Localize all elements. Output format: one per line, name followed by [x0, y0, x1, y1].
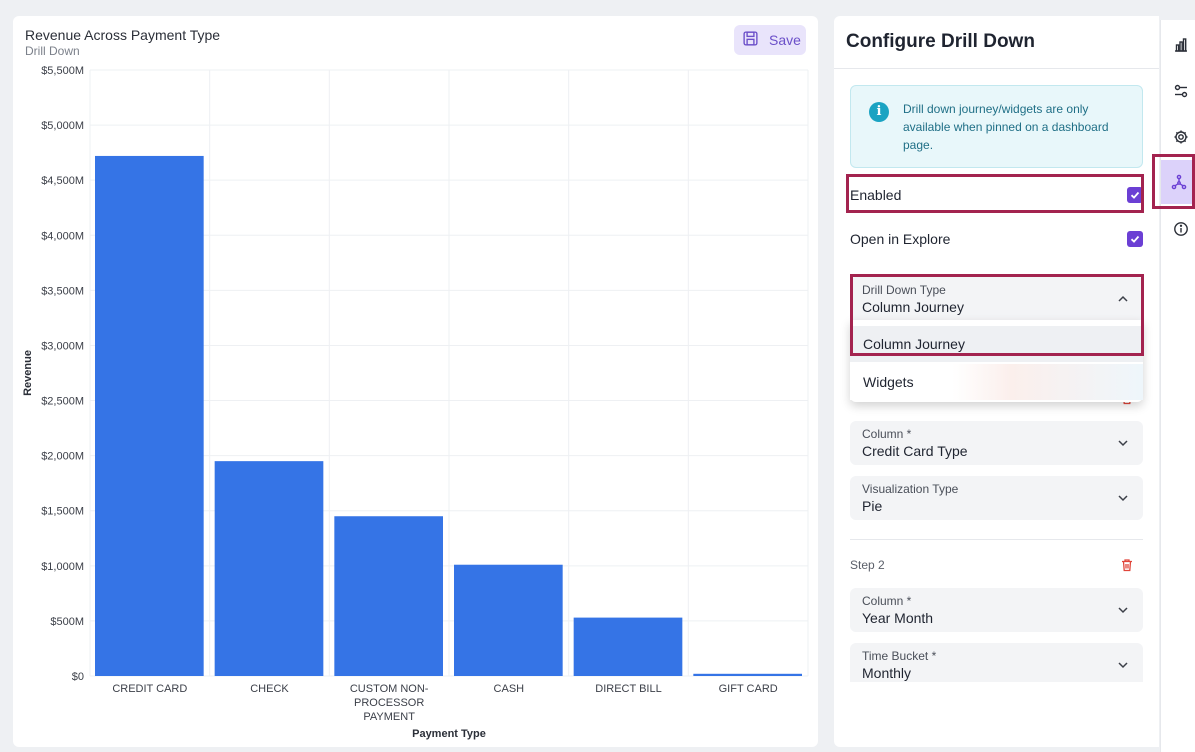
bar — [693, 673, 802, 676]
y-tick-label: $1,000M — [41, 561, 84, 573]
y-tick-label: $1,500M — [41, 506, 84, 518]
step-1-column-select[interactable]: Column * Credit Card Type — [850, 421, 1143, 465]
x-tick-label: GIFT CARD — [719, 683, 778, 695]
bar — [334, 516, 443, 676]
y-tick-label: $5,500M — [41, 65, 84, 77]
option-widgets[interactable]: Widgets — [850, 364, 1143, 400]
step-2-time-bucket-value: Monthly — [862, 665, 912, 681]
bar-chart: $0 $500M $1,000M $1,500M $2,000M $2,500M $3,00… — [22, 65, 809, 740]
step-2-time-bucket-label: Time Bucket * — [862, 649, 937, 663]
step-2-column-value: Year Month — [862, 610, 934, 626]
chart-title: Revenue Across Payment Type — [25, 27, 221, 43]
chevron-down-icon — [1118, 662, 1128, 669]
x-tick-label: PAYMENT — [363, 711, 415, 723]
enabled-checkbox[interactable] — [1127, 187, 1143, 203]
save-button[interactable]: Save — [734, 25, 806, 55]
y-tick-label: $3,000M — [41, 340, 84, 352]
configure-drill-down-panel: Configure Drill Down i Drill down journe… — [834, 16, 1159, 747]
open-in-explore-label: Open in Explore — [850, 231, 951, 247]
panel-title: Configure Drill Down — [846, 31, 1035, 52]
step-1-column-label: Column * — [862, 427, 912, 441]
bar — [573, 617, 683, 676]
step-1-visualization-select[interactable]: Visualization Type Pie — [850, 476, 1143, 520]
drill-down-type-select[interactable]: Drill Down Type Column Journey — [850, 277, 1143, 321]
step-2-time-bucket-select[interactable]: Time Bucket * Monthly — [850, 643, 1143, 682]
step-divider — [850, 539, 1143, 540]
step-2-column-label: Column * — [862, 594, 912, 608]
chevron-down-icon — [1118, 495, 1128, 502]
chart-subtitle: Drill Down — [25, 44, 80, 58]
bar-chart-icon[interactable] — [1168, 32, 1194, 58]
step-2-label: Step 2 — [850, 558, 885, 572]
chart-card: $0 $500M $1,000M $1,500M $2,000M $2,500M $3,00… — [13, 16, 818, 747]
info-banner: i Drill down journey/widgets are only av… — [850, 85, 1143, 168]
right-tool-rail — [1160, 20, 1195, 752]
y-axis-title: Revenue — [22, 350, 34, 396]
open-in-explore-row[interactable]: Open in Explore — [850, 222, 1143, 256]
step-1-visualization-value: Pie — [862, 498, 883, 514]
info-text: Drill down journey/widgets are only avai… — [903, 102, 1109, 152]
y-tick-label: $4,000M — [41, 230, 84, 242]
info-icon[interactable] — [1168, 216, 1194, 242]
enabled-label: Enabled — [850, 187, 902, 203]
bar — [454, 564, 563, 676]
x-tick-label: CUSTOM NON- — [350, 683, 429, 695]
check-icon — [1130, 191, 1140, 199]
info-circle-icon: i — [869, 102, 889, 122]
drill-down-type-label: Drill Down Type — [862, 283, 946, 297]
x-tick-label: CREDIT CARD — [112, 683, 187, 695]
x-tick-label: PROCESSOR — [354, 697, 424, 709]
enabled-row[interactable]: Enabled — [850, 178, 1143, 212]
x-axis-title: Payment Type — [412, 728, 486, 740]
bar — [95, 155, 204, 676]
step-1-visualization-label: Visualization Type — [862, 482, 959, 496]
save-label: Save — [769, 32, 801, 48]
drill-down-icon[interactable] — [1161, 160, 1195, 204]
y-tick-label: $5,000M — [41, 120, 84, 132]
option-column-journey[interactable]: Column Journey — [850, 326, 1143, 362]
step-1-column-value: Credit Card Type — [862, 443, 968, 459]
sliders-icon[interactable] — [1168, 78, 1194, 104]
x-tick-label: DIRECT BILL — [595, 683, 661, 695]
y-tick-label: $2,000M — [41, 451, 84, 463]
y-tick-label: $0 — [72, 671, 84, 683]
y-tick-label: $4,500M — [41, 175, 84, 187]
x-tick-label: CASH — [494, 683, 525, 695]
x-tick-label: CHECK — [250, 683, 289, 695]
y-tick-label: $3,500M — [41, 285, 84, 297]
trash-icon[interactable] — [1120, 558, 1134, 572]
open-in-explore-checkbox[interactable] — [1127, 231, 1143, 247]
check-icon — [1130, 235, 1140, 243]
bar — [214, 461, 324, 676]
chevron-up-icon — [1118, 295, 1128, 302]
panel-divider — [834, 68, 1159, 69]
y-tick-label: $2,500M — [41, 396, 84, 408]
step-2-column-select[interactable]: Column * Year Month — [850, 588, 1143, 632]
save-icon — [742, 30, 759, 50]
chevron-down-icon — [1118, 607, 1128, 614]
drill-down-type-menu: Column Journey Widgets — [850, 320, 1143, 402]
gear-icon[interactable] — [1168, 124, 1194, 150]
chevron-down-icon — [1118, 440, 1128, 447]
drill-down-type-value: Column Journey — [862, 299, 964, 315]
y-tick-label: $500M — [50, 616, 84, 628]
